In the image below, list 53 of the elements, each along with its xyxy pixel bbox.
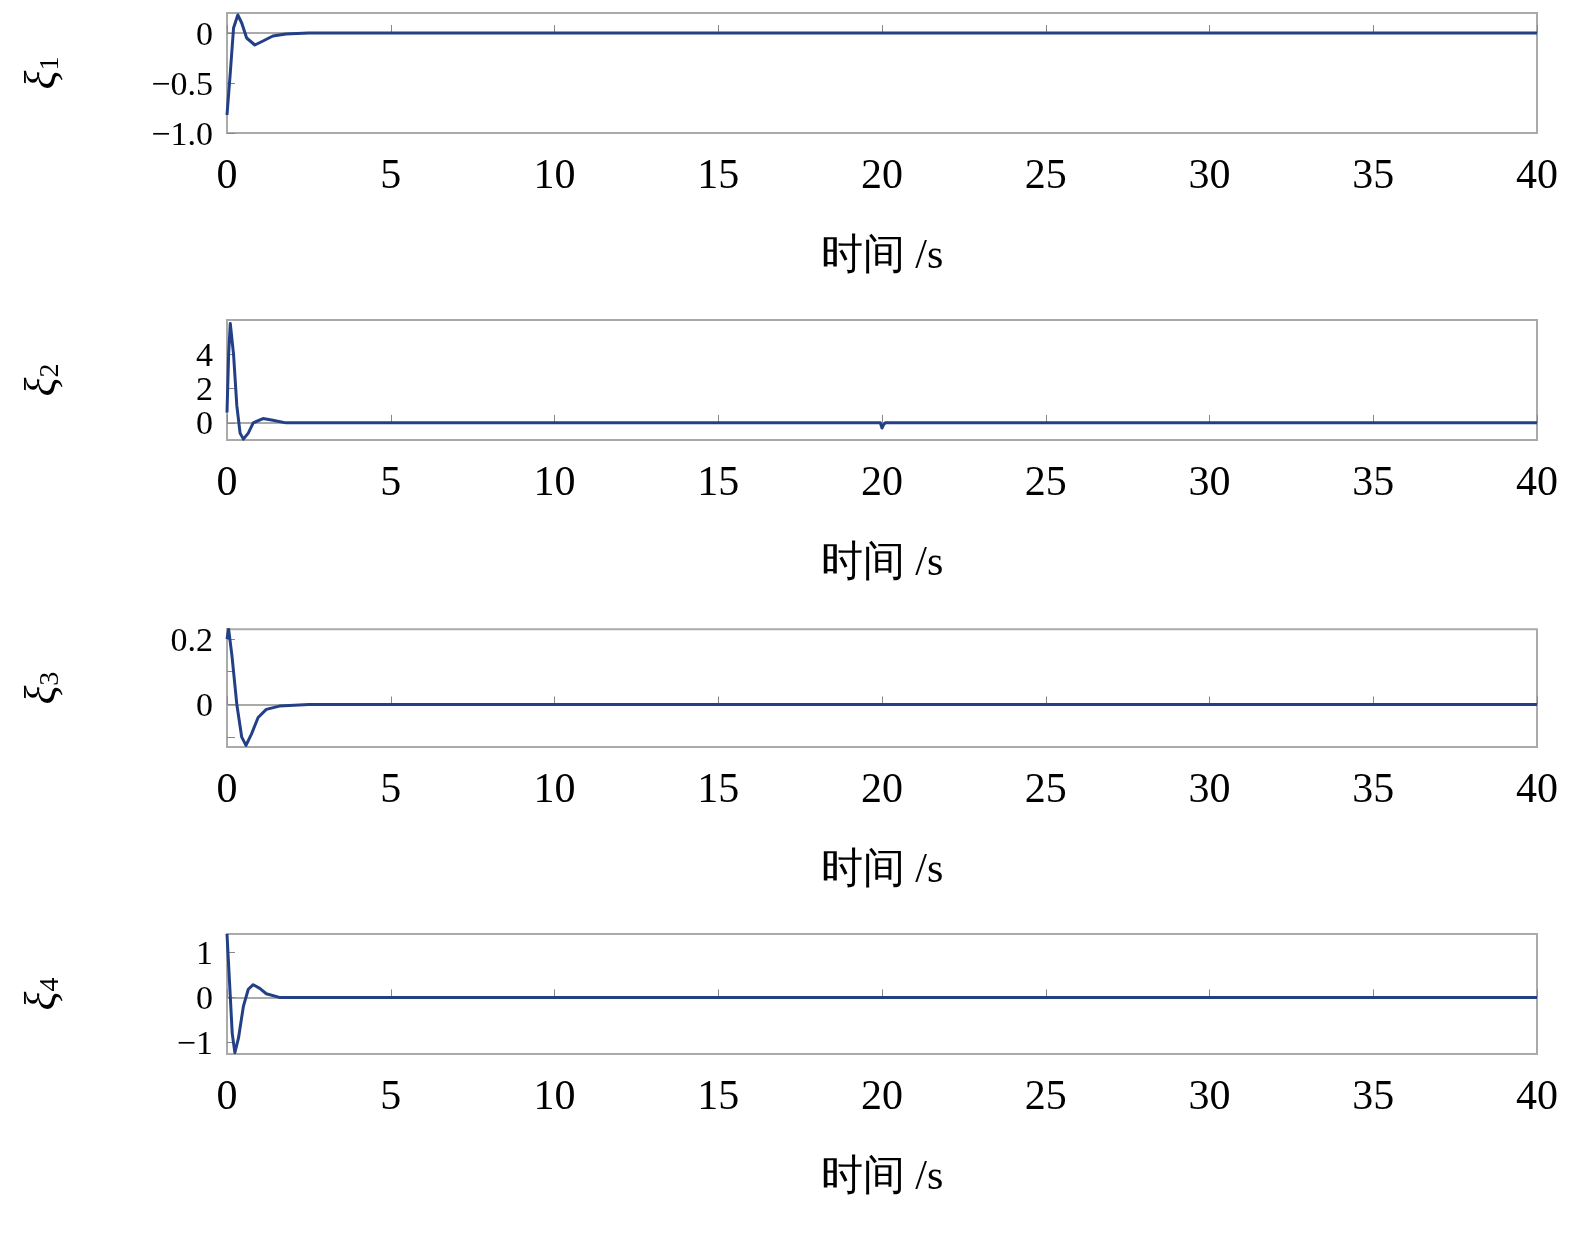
y-tick-label: 0 xyxy=(196,14,213,52)
x-tick-label: 25 xyxy=(1024,458,1067,504)
x-tick-label: 10 xyxy=(533,1072,576,1118)
x-tick-label: 35 xyxy=(1352,765,1395,811)
line-series xyxy=(225,13,1539,117)
y-axis-title: ξ3 xyxy=(15,671,65,705)
x-tick-label: 40 xyxy=(1516,765,1558,811)
x-tick-label: 5 xyxy=(380,151,402,197)
x-axis-title: 时间 /s xyxy=(820,845,944,891)
x-tick-label: 30 xyxy=(1188,458,1231,504)
x-tick-label: 15 xyxy=(697,151,740,197)
x-tick-label: 35 xyxy=(1352,458,1395,504)
x-tick-label: 30 xyxy=(1188,1072,1231,1118)
y-axis-title: ξ1 xyxy=(15,56,65,90)
x-tick-label: 20 xyxy=(861,151,903,197)
x-tick-label: 40 xyxy=(1516,458,1558,504)
x-tick-label: 15 xyxy=(697,765,740,811)
line-series xyxy=(225,932,1539,1055)
x-tick-label: 25 xyxy=(1024,765,1067,811)
x-tick-label: 5 xyxy=(380,1072,402,1118)
x-tick-label: 35 xyxy=(1352,1072,1395,1118)
x-tick-label: 20 xyxy=(861,765,903,811)
y-tick-label: −0.5 xyxy=(151,64,213,102)
x-tick-label: 30 xyxy=(1188,765,1231,811)
x-tick-label: 35 xyxy=(1352,151,1395,197)
y-tick-label: 4 xyxy=(196,335,213,373)
y-tick-label: −1.0 xyxy=(151,114,213,152)
x-tick-label: 20 xyxy=(861,1072,903,1118)
x-tick-label: 30 xyxy=(1188,151,1231,197)
line-series xyxy=(225,627,1539,747)
x-tick-label: 15 xyxy=(697,458,740,504)
x-tick-label: 15 xyxy=(697,1072,740,1118)
x-tick-label: 20 xyxy=(861,458,903,504)
x-tick-label: 10 xyxy=(533,458,576,504)
x-tick-label: 25 xyxy=(1024,1072,1067,1118)
x-axis-title: 时间 /s xyxy=(820,1152,944,1198)
y-tick-label: 0 xyxy=(196,685,213,723)
x-axis-title: 时间 /s xyxy=(820,538,944,584)
x-tick-label: 40 xyxy=(1516,1072,1558,1118)
x-tick-label: 40 xyxy=(1516,151,1558,197)
x-tick-label: 25 xyxy=(1024,151,1067,197)
x-tick-label: 5 xyxy=(380,765,402,811)
x-tick-label: 10 xyxy=(533,765,576,811)
y-axis-title: ξ4 xyxy=(15,977,65,1011)
y-tick-label: 0.2 xyxy=(170,620,213,658)
y-tick-label: 0 xyxy=(196,978,213,1016)
y-axis-title: ξ2 xyxy=(15,363,65,397)
x-axis-title: 时间 /s xyxy=(820,231,944,277)
y-tick-label: −1 xyxy=(176,1024,213,1062)
line-series xyxy=(225,321,1539,441)
x-tick-label: 5 xyxy=(380,458,402,504)
x-tick-label: 10 xyxy=(533,151,576,197)
y-tick-label: 1 xyxy=(196,933,213,971)
